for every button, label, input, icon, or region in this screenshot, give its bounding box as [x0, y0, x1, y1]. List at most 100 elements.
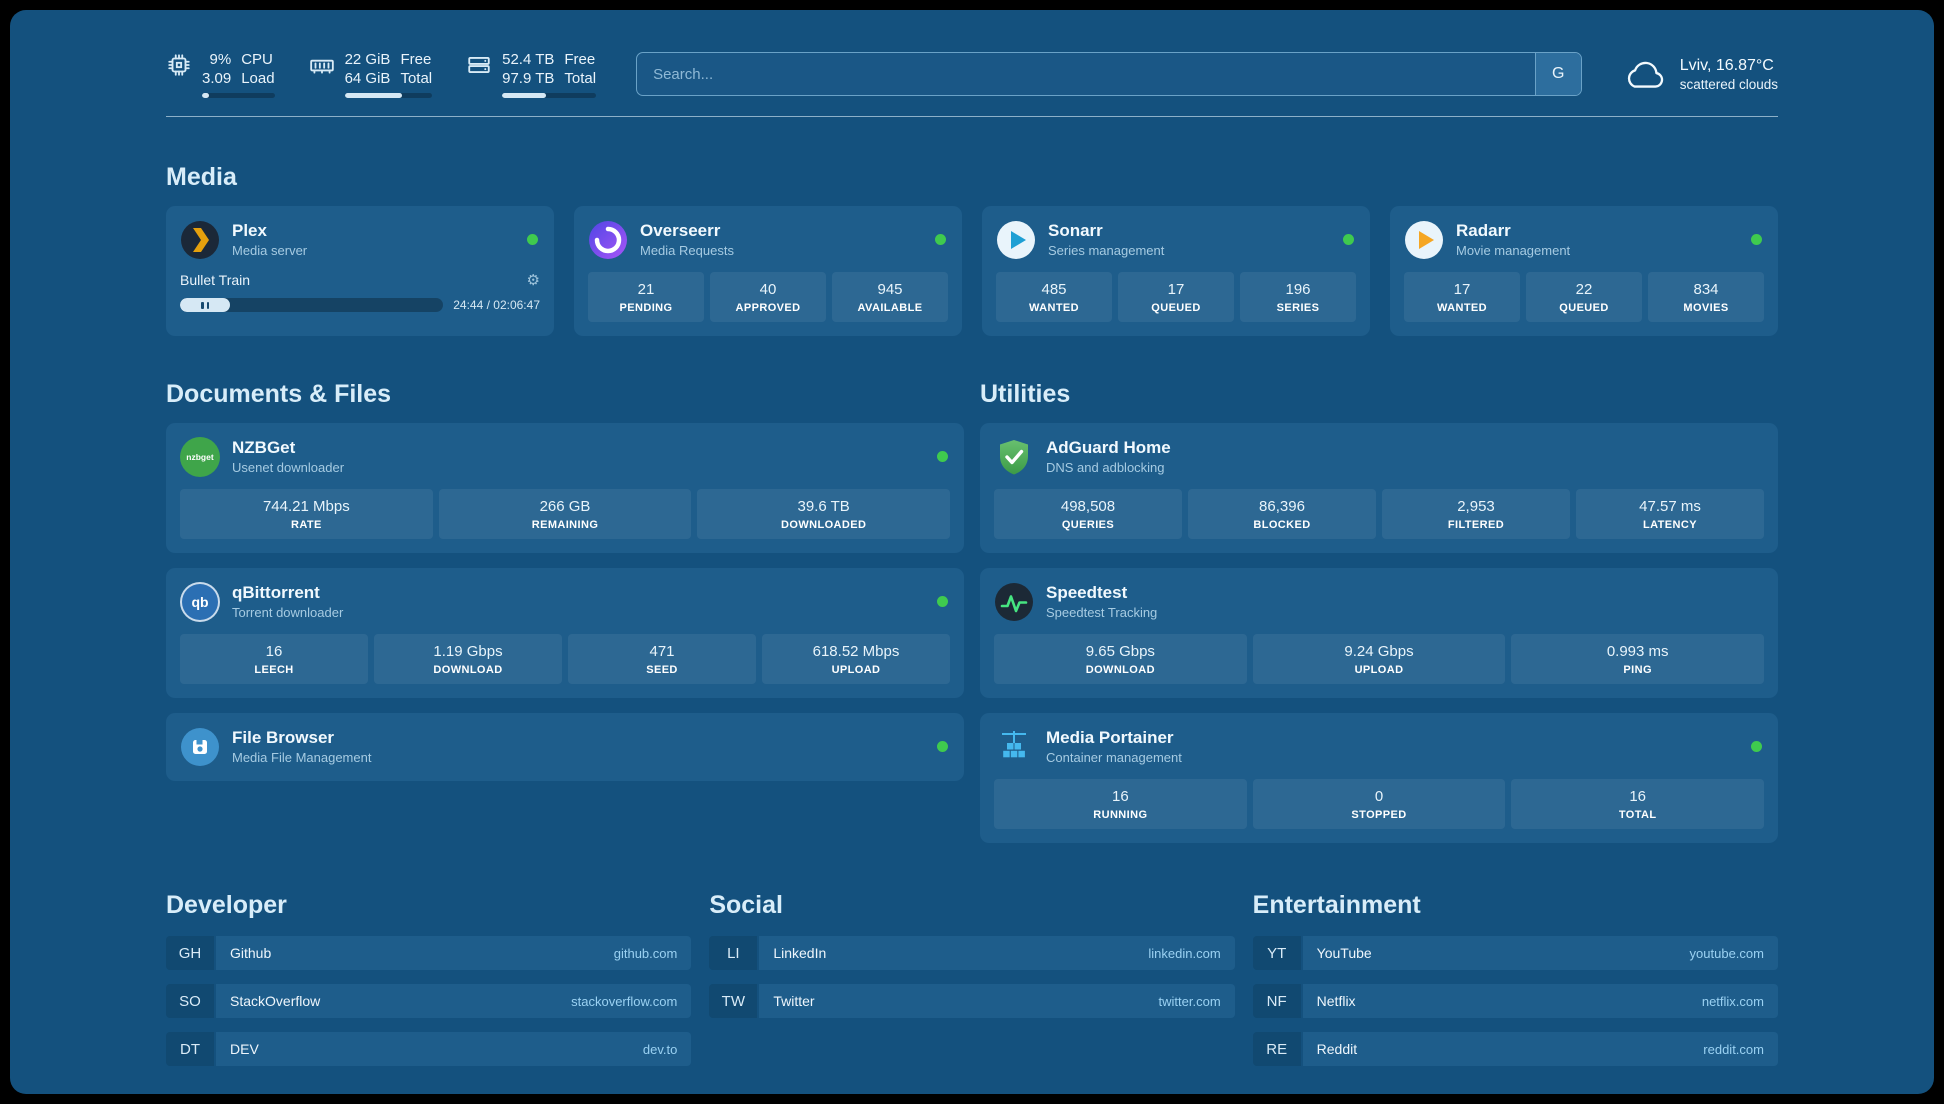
stat-label: AVAILABLE [857, 302, 923, 314]
bookmark-abbr: LI [709, 936, 758, 970]
cpu-icon [168, 54, 190, 76]
sonarr-card[interactable]: Sonarr Series management 485 WANTED 17 Q… [982, 206, 1370, 336]
status-online-dot [1751, 234, 1762, 245]
disk-monitor: 52.4 TB 97.9 TB Free Total [466, 50, 597, 98]
qbittorrent-card[interactable]: qb qBittorrent Torrent downloader 16 LEE… [166, 568, 964, 698]
cpu-progress-fill [202, 93, 209, 98]
stat-tile: 485 WANTED [996, 272, 1112, 322]
adguard-card[interactable]: AdGuard Home DNS and adblocking 498,508 … [980, 423, 1778, 553]
stat-label: QUEUED [1151, 302, 1201, 314]
section-title-media: Media [166, 163, 237, 191]
status-online-dot [937, 451, 948, 462]
stat-tile: 16 TOTAL [1511, 779, 1765, 829]
stat-tile: 834 MOVIES [1648, 272, 1764, 322]
gear-icon[interactable]: ⚙ [526, 271, 540, 289]
cpu-percent: 9% [209, 51, 232, 68]
app-title: Sonarr [1048, 221, 1103, 240]
bookmark-netflix[interactable]: NF Netflix netflix.com [1252, 984, 1778, 1018]
cpu-labels: CPU Load [241, 50, 274, 88]
pause-icon [201, 301, 204, 309]
stat-value: 196 [1285, 281, 1311, 298]
stat-tile: 39.6 TB DOWNLOADED [697, 489, 951, 539]
app-subtitle: Media server [232, 243, 308, 258]
cpu-monitor: 9% 3.09 CPU Load [166, 50, 275, 98]
playback-progress-bar[interactable] [180, 298, 444, 312]
search-engine-button[interactable]: G [1534, 53, 1581, 95]
bookmark-twitter[interactable]: TW Twitter twitter.com [709, 984, 1235, 1018]
disk-icon [468, 57, 490, 73]
bookmark-domain: linkedin.com [1148, 945, 1221, 961]
status-online-dot [1751, 741, 1762, 752]
weather-location: Lviv, 16.87°C [1679, 56, 1774, 74]
app-title: Plex [232, 221, 267, 240]
bookmark-youtube[interactable]: YT YouTube youtube.com [1252, 936, 1778, 970]
stat-value: 945 [877, 281, 903, 298]
search-input[interactable] [637, 53, 1535, 95]
stat-tile: 498,508 QUERIES [994, 489, 1182, 539]
stat-tile: 21 PENDING [588, 272, 704, 322]
media-grid: Plex Media server Bullet Train ⚙ [166, 206, 1778, 336]
stat-label: QUERIES [1061, 519, 1115, 531]
stat-value: 22 [1575, 281, 1593, 298]
stat-label: MOVIES [1683, 302, 1729, 314]
bookmark-domain: stackoverflow.com [571, 993, 678, 1009]
bookmark-reddit[interactable]: RE Reddit reddit.com [1252, 1032, 1778, 1066]
stat-tile: 0 STOPPED [1252, 779, 1506, 829]
stat-tile: 2,953 FILTERED [1382, 489, 1570, 539]
cpu-values: 9% 3.09 [202, 50, 231, 88]
bookmark-domain: dev.to [642, 1041, 678, 1057]
bookmark-dev[interactable]: DT DEV dev.to [166, 1032, 692, 1066]
stat-tile: 47.57 ms LATENCY [1576, 489, 1764, 539]
stat-value: 266 GB [539, 498, 591, 515]
bookmark-domain: netflix.com [1701, 993, 1764, 1009]
overseerr-card[interactable]: Overseerr Media Requests 21 PENDING 40 A… [574, 206, 962, 336]
bookmark-stackoverflow[interactable]: SO StackOverflow stackoverflow.com [166, 984, 692, 1018]
app-subtitle: Movie management [1456, 243, 1571, 258]
stat-label: LATENCY [1643, 519, 1697, 531]
plex-card[interactable]: Plex Media server Bullet Train ⚙ [166, 206, 554, 336]
topbar: 9% 3.09 CPU Load 22 GiB 64 GiB [166, 50, 1778, 98]
section-title-developer: Developer [166, 891, 287, 919]
stat-tile: 17 WANTED [1404, 272, 1520, 322]
memory-free: 22 GiB [344, 51, 391, 68]
bookmark-domain: github.com [613, 945, 678, 961]
app-subtitle: Usenet downloader [232, 460, 345, 475]
bookmark-linkedin[interactable]: LI LinkedIn linkedin.com [709, 936, 1235, 970]
app-subtitle: Series management [1048, 243, 1165, 258]
memory-free-label: Free [400, 51, 432, 68]
adguard-icon [1000, 440, 1028, 475]
app-title: Radarr [1456, 221, 1511, 240]
stat-label: WANTED [1028, 302, 1080, 314]
app-subtitle: Container management [1046, 750, 1182, 765]
status-online-dot [937, 741, 948, 752]
speedtest-card[interactable]: Speedtest Speedtest Tracking 9.65 Gbps D… [980, 568, 1778, 698]
bookmark-github[interactable]: GH Github github.com [166, 936, 692, 970]
bookmark-abbr: SO [166, 984, 214, 1018]
stat-label: DOWNLOAD [1085, 664, 1155, 676]
cpu-progress-bar [202, 93, 275, 98]
middle-columns: Documents & Files nzbget NZBGet Usenet d… [166, 380, 1778, 843]
stat-label: FILTERED [1447, 519, 1505, 531]
stat-value: 485 [1041, 281, 1067, 298]
overseerr-icon [589, 221, 627, 259]
nzbget-card[interactable]: nzbget NZBGet Usenet downloader 744.21 M… [166, 423, 964, 553]
bookmark-abbr: DT [166, 1032, 214, 1066]
stat-value: 16 [265, 643, 283, 660]
stat-label: BLOCKED [1253, 519, 1311, 531]
portainer-card[interactable]: Media Portainer Container management 16 … [980, 713, 1778, 843]
filebrowser-card[interactable]: File Browser Media File Management [166, 713, 964, 781]
stat-value: 47.57 ms [1639, 498, 1701, 515]
stat-value: 0 [1374, 788, 1384, 805]
sonarr-icon [997, 221, 1035, 259]
stat-tile: 471 SEED [568, 634, 756, 684]
stat-value: 498,508 [1060, 498, 1116, 515]
status-online-dot [937, 596, 948, 607]
radarr-card[interactable]: Radarr Movie management 17 WANTED 22 QUE… [1390, 206, 1778, 336]
stat-tile: 17 QUEUED [1118, 272, 1234, 322]
status-online-dot [935, 234, 946, 245]
stat-label: TOTAL [1618, 809, 1657, 821]
section-title-social: Social [709, 891, 783, 919]
bookmark-name: LinkedIn [773, 945, 827, 961]
stat-label: UPLOAD [831, 664, 881, 676]
stat-tile: 618.52 Mbps UPLOAD [762, 634, 950, 684]
